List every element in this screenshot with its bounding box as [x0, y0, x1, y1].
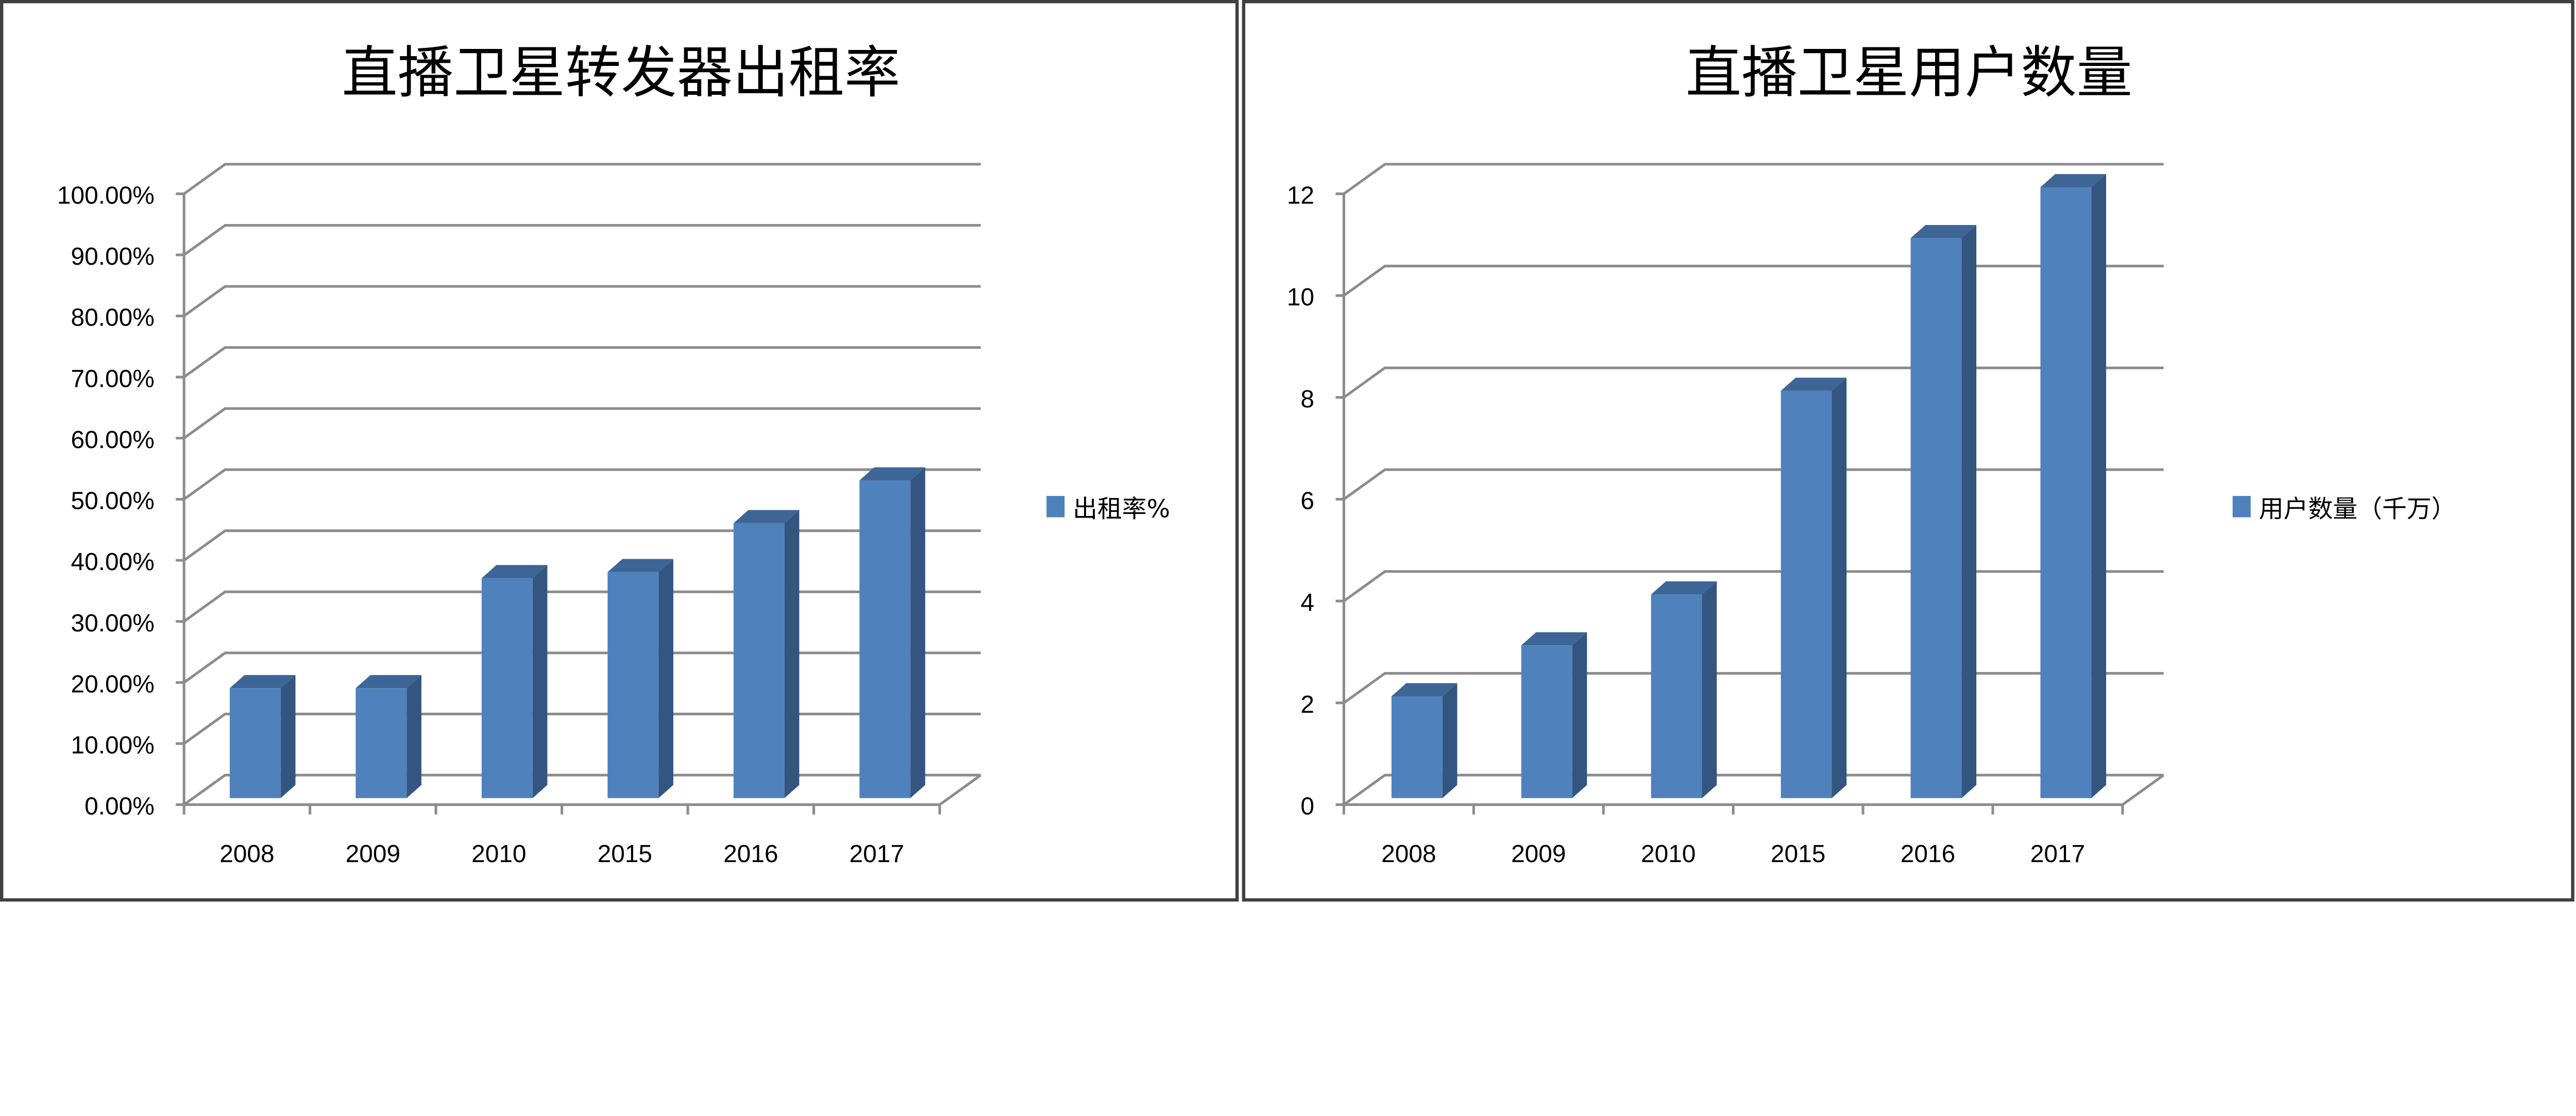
bar-2010: [481, 578, 533, 798]
gridline: [1343, 672, 2164, 704]
gridline: [183, 590, 981, 623]
x-tick-label: 2017: [2030, 840, 2085, 868]
left-chart-title: 直播卫星转发器出租率: [342, 40, 900, 106]
legend-swatch: [1046, 496, 1065, 518]
bar-side: [658, 559, 673, 798]
bar-2017: [859, 480, 911, 798]
gridline: [1343, 468, 2164, 501]
x-tick-label: 2015: [1771, 840, 1825, 868]
bar-2016: [733, 523, 785, 798]
bar-side: [280, 675, 296, 798]
y-tick-label: 80.00%: [71, 304, 155, 332]
gridline: [183, 224, 981, 256]
bar-side: [910, 467, 925, 798]
bar-2009: [1521, 645, 1572, 798]
gridline: [183, 407, 981, 439]
bar-2015: [607, 572, 659, 798]
right-chart-title: 直播卫星用户数量: [1686, 40, 2132, 106]
bar-side: [2091, 174, 2106, 798]
bar-top: [481, 565, 548, 578]
x-tick-label: 2017: [850, 840, 904, 868]
y-tick-label: 60.00%: [71, 426, 155, 454]
bar-top: [355, 675, 421, 689]
x-tick-label: 2009: [346, 840, 400, 868]
gridline: [183, 346, 981, 379]
gridline: [1343, 265, 2164, 297]
gridline: [1343, 774, 2164, 806]
x-tick-label: 2009: [1511, 840, 1566, 868]
gridline: [183, 712, 981, 745]
gridline: [183, 468, 981, 501]
bar-top: [859, 467, 925, 480]
gridline: [1343, 163, 2164, 195]
bar-2017: [2040, 187, 2092, 798]
bar-top: [733, 510, 800, 523]
bar-side: [532, 565, 548, 798]
left-chart-plot: 0.00% 10.00% 20.00% 30.00% 40.00% 50.00% 60.00…: [57, 163, 1170, 868]
x-tick-label: 2010: [471, 840, 526, 868]
x-tick-label: 2010: [1641, 840, 1696, 868]
bar-top: [1910, 225, 1977, 238]
y-tick-label: 40.00%: [71, 548, 155, 576]
y-tick-label: 8: [1300, 386, 1314, 413]
bar-2015: [1781, 390, 1832, 798]
legend-label: 用户数量（千万）: [2259, 495, 2456, 523]
gridline: [1343, 570, 2164, 603]
y-tick-label: 50.00%: [71, 488, 155, 515]
y-tick-label: 6: [1300, 488, 1314, 515]
y-tick-label: 12: [1287, 182, 1314, 209]
bar-top: [1781, 377, 1847, 391]
y-tick-label: 0.00%: [84, 793, 155, 820]
gridline: [183, 774, 981, 806]
bar-top: [1521, 632, 1587, 646]
bar-side: [1442, 683, 1458, 798]
chart-figure: 直播卫星转发器出租率 直播卫星用户数量 0.00% 10.00% 20.00% 30.…: [0, 0, 2574, 902]
bar-2008: [229, 688, 281, 798]
x-tick-label: 2016: [723, 840, 778, 868]
right-chart-panel: [1242, 0, 2574, 902]
y-tick-label: 4: [1300, 589, 1314, 616]
bar-side: [1702, 581, 1717, 798]
right-chart-plot: 0 2 4 6 8 10 12 2008 2009 2010 2015 2016 2017 用户数量（千万…: [1287, 163, 2456, 868]
gridline: [1343, 366, 2164, 399]
y-tick-label: 10: [1287, 284, 1314, 311]
x-tick-label: 2015: [598, 840, 652, 868]
bar-top: [1391, 683, 1458, 697]
bar-side: [784, 510, 800, 798]
y-tick-label: 2: [1300, 691, 1314, 718]
gridline: [183, 163, 981, 195]
gridline: [183, 529, 981, 562]
bar-side: [1961, 225, 1977, 798]
gridline: [183, 651, 981, 684]
y-tick-label: 20.00%: [71, 671, 155, 698]
bar-side: [406, 675, 421, 798]
y-tick-label: 0: [1300, 793, 1314, 820]
y-tick-label: 90.00%: [71, 243, 155, 270]
x-tick-label: 2008: [219, 840, 274, 868]
bar-top: [2040, 174, 2106, 187]
legend-label: 出租率%: [1073, 495, 1170, 523]
legend-swatch: [2232, 496, 2251, 518]
bar-side: [1832, 377, 1847, 798]
x-tick-label: 2008: [1381, 840, 1436, 868]
gridline: [183, 285, 981, 317]
y-tick-label: 70.00%: [71, 365, 155, 392]
bar-2016: [1910, 238, 1962, 798]
y-tick-label: 30.00%: [71, 610, 155, 637]
bar-top: [607, 559, 673, 572]
y-tick-label: 100.00%: [57, 182, 155, 209]
bar-2008: [1391, 696, 1443, 798]
bar-top: [229, 675, 296, 689]
bar-side: [1572, 632, 1587, 798]
bar-top: [1651, 581, 1717, 595]
x-tick-label: 2016: [1901, 840, 1955, 868]
bar-2010: [1651, 594, 1702, 798]
bar-2009: [355, 688, 407, 798]
y-tick-label: 10.00%: [71, 732, 155, 759]
